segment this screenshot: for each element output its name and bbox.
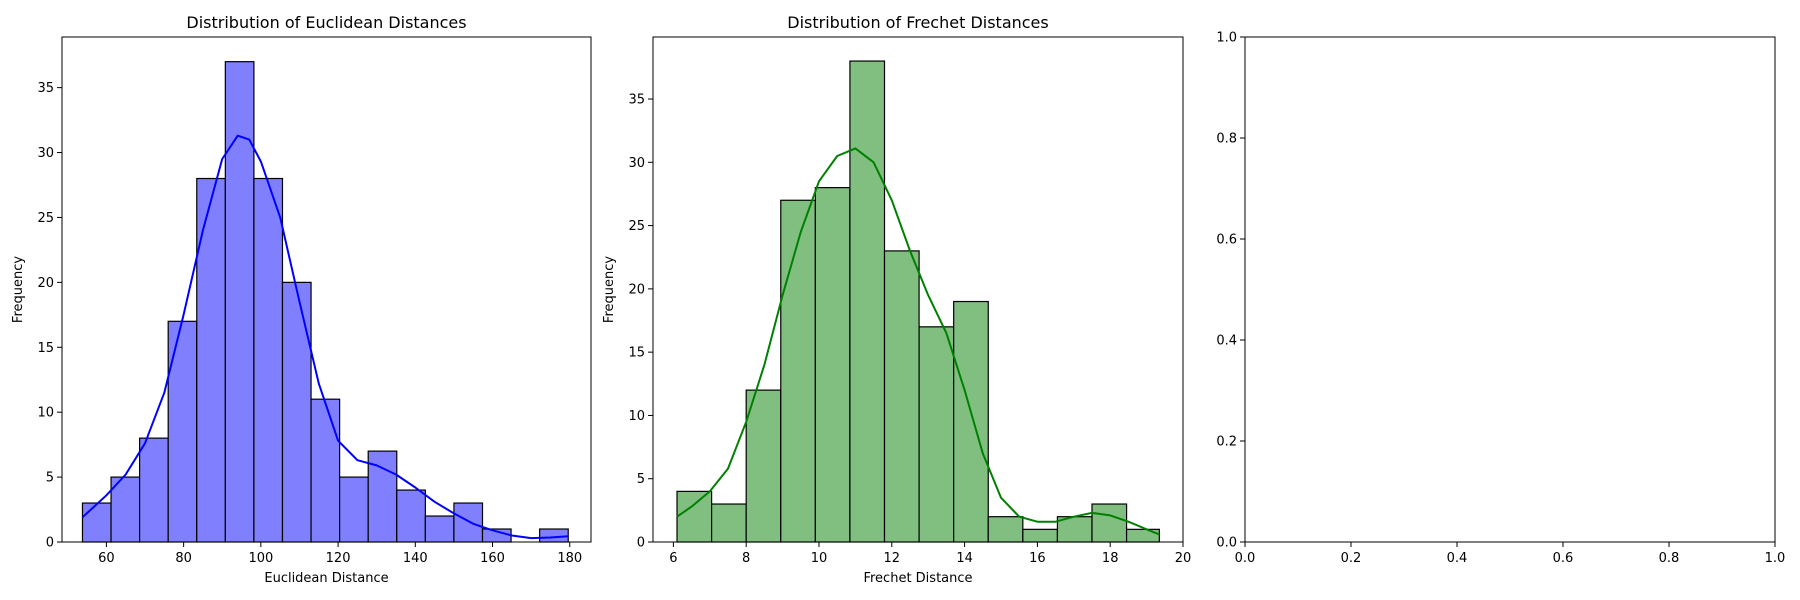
x-tick-label: 0.2 [1341,551,1362,566]
axes-frame [652,36,1184,543]
y-axis-label: Frequency [602,256,617,323]
chart-panel-2: 6 8 10 12 14 16 18 20 0 5 10 15 20 25 30 35 Distribution… [602,13,1191,586]
x-tick-label: 12 [884,551,901,566]
x-axis-label: Frechet Distance [863,571,972,586]
x-tick-label: 1.0 [1765,551,1786,566]
y-tick-label: 25 [628,219,645,234]
y-tick-label: 10 [628,409,645,424]
x-tick-label: 18 [1102,551,1119,566]
y-tick-label: 0.0 [1216,536,1237,551]
x-tick-label: 10 [811,551,828,566]
y-tick-label: 30 [628,156,645,171]
x-tick-label: 0.4 [1447,551,1468,566]
histogram-bar [196,177,226,543]
y-tick-label: 0.8 [1216,132,1237,147]
axes-frame [1244,36,1776,543]
histogram-bar [224,61,255,543]
y-tick-label: 20 [37,276,54,291]
y-tick-label: 1.0 [1216,31,1237,46]
histogram-bar [780,199,816,543]
x-tick-label: 16 [1029,551,1046,566]
x-tick-label: 100 [248,551,273,566]
x-tick-label: 8 [742,551,750,566]
x-tick-label: 140 [403,551,428,566]
histogram-bar [281,281,312,543]
x-tick-label: 0.6 [1553,551,1574,566]
x-axis-label: Euclidean Distance [264,571,388,586]
histogram-bar [814,187,851,543]
histogram-bar [745,389,782,543]
histogram-bar [539,528,569,543]
y-tick-label: 5 [46,471,54,486]
chart-panel-3: 0.0 0.2 0.4 0.6 0.8 1.0 0.0 0.2 0.4 0.6 0.8 1.0 [1216,31,1785,567]
y-tick-label: 5 [637,472,645,487]
x-tick-label: 80 [175,551,192,566]
y-tick-label: 0.6 [1216,233,1237,248]
histogram-bar [396,489,426,543]
chart-title: Distribution of Euclidean Distances [186,13,466,32]
y-axis-label: Frequency [11,256,26,323]
histogram-bar [953,300,989,543]
y-tick-label: 10 [37,406,54,421]
y-tick-label: 35 [628,93,645,108]
x-tick-label: 0.0 [1235,551,1256,566]
histogram-bar [367,450,398,543]
histogram-bar [883,250,920,543]
x-tick-label: 20 [1175,551,1192,566]
histogram-bar [310,398,341,543]
histogram-bar [424,515,455,543]
axes-frame [61,36,592,543]
histogram-bar [676,490,713,543]
kde-line [81,134,569,540]
y-tick-label: 0 [637,536,645,551]
histogram-bar [167,320,198,543]
histogram-bar [918,326,955,543]
x-tick-label: 60 [98,551,115,566]
histogram-bar [1091,503,1128,543]
y-tick-label: 20 [628,282,645,297]
y-tick-label: 25 [37,211,54,226]
y-tick-label: 0.2 [1216,435,1237,450]
y-tick-label: 15 [37,341,54,356]
x-tick-label: 180 [557,551,582,566]
histogram-bar [711,503,747,543]
histogram-bar [253,177,284,543]
chart-title: Distribution of Frechet Distances [787,13,1048,32]
x-tick-label: 120 [326,551,351,566]
x-tick-label: 0.8 [1659,551,1680,566]
y-tick-label: 35 [37,81,54,96]
y-tick-label: 15 [628,346,645,361]
histogram-bar [339,476,369,543]
histogram-bar [1022,528,1059,543]
x-tick-label: 6 [669,551,677,566]
y-tick-label: 30 [37,146,54,161]
histogram-bar [987,516,1024,543]
histogram-bar [1125,528,1160,543]
y-tick-label: 0.4 [1216,334,1237,349]
kde-line [676,147,1160,536]
x-tick-label: 160 [480,551,505,566]
histogram-bar [139,437,169,543]
x-tick-label: 14 [956,551,973,566]
chart-panel-1: 60 80 100 120 140 160 180 0 5 10 15 20 25 30 35 Distrib… [11,13,592,586]
histogram-bar [110,476,141,543]
histogram-bar [453,502,484,543]
histogram-bar [81,502,112,543]
y-tick-label: 0 [46,536,54,551]
histogram-bar [849,60,886,543]
